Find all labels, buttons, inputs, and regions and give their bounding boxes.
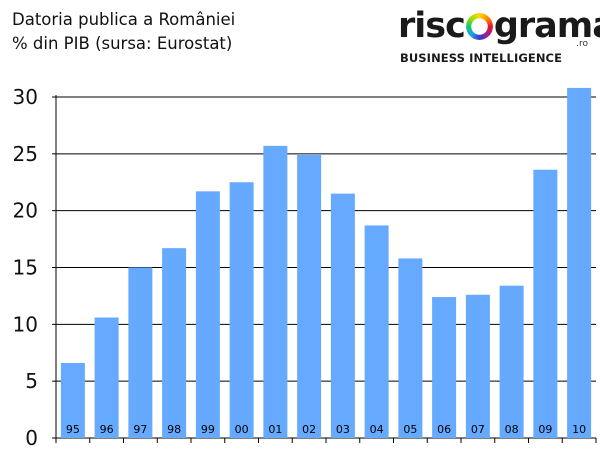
color-ring-icon — [465, 13, 493, 40]
x-tick-label-05: 05 — [403, 423, 417, 436]
y-tick-label-0: 0 — [25, 426, 38, 450]
riscograma-logo: risc grama .ro BUSINESS INTELLIGENCE — [398, 6, 600, 66]
x-tick-label-01: 01 — [268, 423, 282, 436]
bar-95 — [60, 362, 85, 438]
bar-97 — [128, 267, 153, 438]
bar-96 — [94, 317, 119, 438]
chart-title: Datoria publica a României — [12, 10, 236, 29]
y-tick-label-5: 5 — [25, 369, 38, 393]
bar-05 — [398, 258, 423, 438]
bar-04 — [364, 225, 389, 438]
bar-99 — [195, 191, 220, 438]
x-tick-label-02: 02 — [302, 423, 316, 436]
logo-wordmark: risc grama — [398, 6, 600, 46]
x-tick-label-07: 07 — [471, 423, 485, 436]
x-tick-label-96: 96 — [100, 423, 114, 436]
chart-subtitle: % din PIB (sursa: Eurostat) — [12, 34, 233, 53]
y-tick-label-25: 25 — [13, 142, 38, 166]
logo-word-right: grama — [493, 6, 600, 46]
y-tick-label-15: 15 — [13, 256, 38, 280]
x-tick-label-06: 06 — [437, 423, 451, 436]
x-tick-label-03: 03 — [336, 423, 350, 436]
x-tick-label-98: 98 — [167, 423, 181, 436]
bar-06 — [432, 297, 457, 438]
bar-07 — [465, 294, 490, 438]
logo-word-left: risc — [398, 6, 466, 46]
bar-03 — [330, 193, 355, 438]
x-tick-label-00: 00 — [235, 423, 249, 436]
x-tick-label-04: 04 — [370, 423, 384, 436]
y-tick-label-20: 20 — [13, 199, 38, 223]
bar-00 — [229, 182, 254, 438]
logo-tld: .ro — [576, 39, 588, 49]
x-tick-label-10: 10 — [572, 423, 586, 436]
x-tick-label-97: 97 — [133, 423, 147, 436]
x-tick-label-09: 09 — [538, 423, 552, 436]
bar-02 — [297, 154, 322, 438]
y-tick-label-30: 30 — [13, 85, 38, 109]
bar-09 — [533, 169, 558, 438]
y-tick-label-10: 10 — [13, 312, 38, 336]
bar-01 — [263, 145, 288, 439]
bar-08 — [499, 285, 524, 438]
x-tick-label-08: 08 — [505, 423, 519, 436]
x-tick-label-95: 95 — [66, 423, 80, 436]
chart-title-block: Datoria publica a României % din PIB (su… — [12, 8, 235, 56]
x-tick-label-99: 99 — [201, 423, 215, 436]
bar-10 — [567, 87, 592, 438]
logo-tagline: BUSINESS INTELLIGENCE — [400, 51, 563, 65]
bar-98 — [162, 248, 187, 438]
